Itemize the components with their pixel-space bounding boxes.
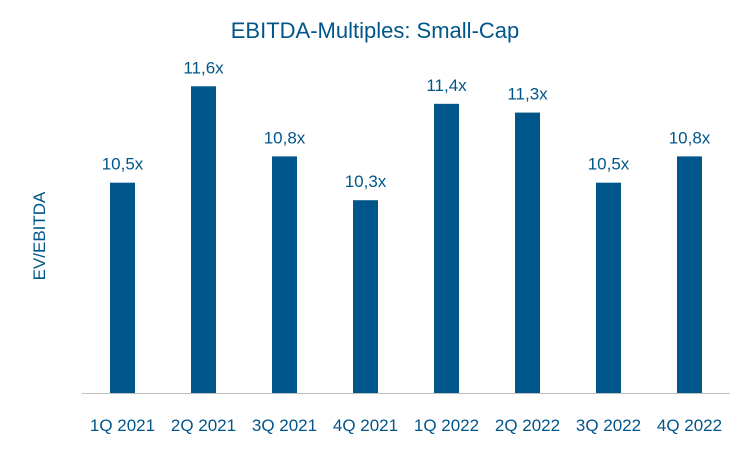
- bar: [272, 156, 297, 393]
- bar: [677, 156, 702, 393]
- x-tick-label: 4Q 2021: [333, 416, 398, 435]
- data-label: 11,3x: [507, 85, 548, 104]
- data-label: 10,3x: [345, 172, 387, 191]
- bar: [515, 112, 540, 393]
- bar: [353, 200, 378, 393]
- x-tick-label: 4Q 2022: [657, 416, 722, 435]
- bar: [191, 86, 216, 393]
- data-label: 10,5x: [588, 155, 630, 174]
- data-label: 10,5x: [102, 155, 144, 174]
- data-label: 11,4x: [426, 76, 467, 95]
- bar: [434, 103, 459, 393]
- data-label: 10,8x: [264, 128, 306, 147]
- x-tick-label: 2Q 2021: [171, 416, 236, 435]
- data-label: 11,6x: [183, 58, 224, 77]
- bar: [110, 182, 135, 393]
- chart-title: EBITDA-Multiples: Small-Cap: [230, 18, 520, 43]
- x-tick-label: 1Q 2022: [414, 416, 479, 435]
- x-tick-label: 2Q 2022: [495, 416, 560, 435]
- x-tick-label: 3Q 2022: [576, 416, 641, 435]
- bar: [596, 182, 621, 393]
- x-tick-label: 3Q 2021: [252, 416, 317, 435]
- data-label: 10,8x: [669, 128, 711, 147]
- x-tick-label: 1Q 2021: [90, 416, 155, 435]
